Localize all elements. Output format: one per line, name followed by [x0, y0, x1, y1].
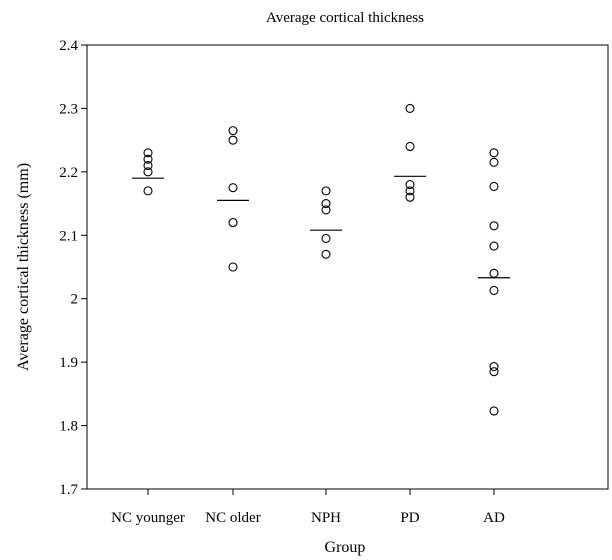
- data-points: [143, 103, 499, 416]
- data-point: [489, 362, 499, 372]
- x-tick-label: PD: [400, 510, 419, 526]
- data-point: [489, 285, 499, 296]
- x-axis: NC younger NC older NPH PD AD: [111, 489, 505, 526]
- y-tick-label: 2.1: [59, 228, 78, 244]
- data-point: [405, 141, 415, 152]
- y-tick-label: 2.4: [59, 38, 78, 54]
- data-point: [321, 199, 331, 209]
- data-point: [143, 167, 153, 177]
- data-point: [321, 205, 331, 215]
- y-tick-label: 2: [71, 292, 79, 308]
- x-tick-label: NC older: [205, 510, 260, 526]
- x-axis-label: Group: [325, 539, 366, 556]
- data-point: [489, 268, 499, 278]
- data-point: [228, 183, 238, 193]
- y-tick-label: 1.9: [59, 355, 78, 371]
- data-point: [489, 241, 499, 251]
- data-point: [228, 126, 238, 136]
- group-means: [132, 175, 510, 279]
- data-point: [489, 367, 499, 377]
- data-point: [321, 233, 331, 244]
- data-point: [405, 103, 415, 113]
- data-point: [228, 218, 238, 228]
- chart-title: Average cortical thickness: [266, 10, 424, 26]
- data-point: [489, 181, 499, 191]
- plot-frame: [86, 44, 609, 490]
- data-point: [228, 262, 238, 272]
- data-point: [489, 157, 499, 167]
- data-point: [321, 186, 331, 196]
- data-point: [405, 179, 415, 190]
- y-axis-label: Average cortical thickness (mm): [15, 163, 32, 371]
- data-point: [405, 186, 415, 196]
- x-tick-label: AD: [483, 510, 505, 526]
- y-tick-label: 2.3: [59, 101, 78, 117]
- y-tick-label: 1.8: [59, 419, 78, 435]
- data-point: [143, 154, 153, 164]
- y-tick-label: 1.7: [59, 482, 78, 498]
- data-point: [405, 192, 415, 202]
- x-tick-label: NC younger: [111, 510, 185, 526]
- data-point: [143, 148, 153, 158]
- y-axis: 1.7 1.8 1.9 2 2.1 2.2 2.3 2.4: [59, 38, 87, 498]
- data-point: [143, 186, 153, 196]
- data-point: [228, 135, 238, 145]
- data-point: [489, 221, 499, 231]
- data-point: [143, 160, 153, 171]
- x-tick-label: NPH: [311, 510, 341, 526]
- y-tick-label: 2.2: [59, 165, 78, 181]
- data-point: [489, 406, 499, 416]
- data-point: [321, 249, 331, 259]
- data-point: [489, 148, 499, 158]
